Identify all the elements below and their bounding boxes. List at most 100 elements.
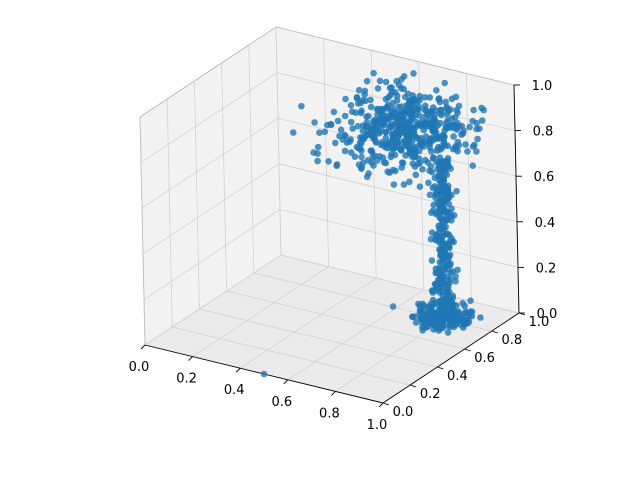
data-point <box>390 130 398 138</box>
data-point <box>399 159 407 167</box>
data-point <box>420 143 427 150</box>
data-point <box>405 101 413 109</box>
data-point <box>469 143 477 150</box>
data-point <box>375 116 383 124</box>
data-point <box>348 108 356 115</box>
data-point <box>425 179 432 187</box>
data-point <box>432 107 439 114</box>
data-point <box>416 92 424 100</box>
y-tick-label: 0.6 <box>474 351 495 366</box>
data-point <box>397 126 405 133</box>
data-point <box>403 132 410 139</box>
data-point <box>398 76 405 83</box>
data-point <box>452 114 459 121</box>
data-point <box>473 125 480 133</box>
data-point <box>367 103 375 111</box>
pane-top-edge <box>139 26 515 118</box>
data-point <box>418 315 425 323</box>
data-point <box>349 125 357 132</box>
data-point <box>441 299 448 306</box>
z-tick-label: 0.6 <box>534 170 555 185</box>
data-point <box>415 155 423 162</box>
data-point <box>382 95 390 103</box>
data-points <box>260 69 488 378</box>
data-point <box>360 134 367 142</box>
data-point <box>398 103 405 111</box>
data-point <box>445 107 452 115</box>
data-point <box>354 122 362 130</box>
data-point <box>428 148 435 155</box>
data-point <box>358 139 365 147</box>
data-point <box>403 124 411 131</box>
data-point <box>458 317 466 325</box>
data-point <box>370 131 377 139</box>
data-point <box>462 141 469 148</box>
data-point <box>432 324 440 332</box>
data-point <box>436 154 444 161</box>
data-point <box>423 312 430 320</box>
data-point <box>445 243 452 250</box>
data-point <box>451 318 459 326</box>
data-point <box>355 86 363 94</box>
data-point <box>438 143 445 150</box>
data-point <box>466 123 473 131</box>
data-point <box>382 159 390 167</box>
data-point <box>364 157 372 164</box>
z-tick-label: 0.2 <box>536 261 557 276</box>
data-point <box>442 215 449 223</box>
z-axis-line <box>513 84 520 314</box>
data-point <box>327 121 335 129</box>
data-point <box>367 96 374 104</box>
data-point <box>448 307 455 315</box>
x-tick-label: 0.4 <box>224 383 245 398</box>
data-point <box>429 289 437 296</box>
data-point <box>464 148 471 155</box>
data-point <box>379 112 387 119</box>
data-point <box>341 112 349 120</box>
data-point <box>434 186 441 193</box>
data-point <box>316 129 323 136</box>
data-point <box>478 104 485 112</box>
data-point <box>347 118 355 126</box>
data-point <box>374 85 382 92</box>
data-point <box>416 183 424 190</box>
z-tick-label: 0.4 <box>535 216 556 231</box>
data-point <box>407 148 414 156</box>
data-point <box>416 121 424 129</box>
data-point <box>386 124 393 132</box>
data-point <box>469 162 477 169</box>
data-point <box>428 303 436 310</box>
tick-labels: 0.00.20.40.60.81.00.00.20.40.60.81.00.00… <box>129 79 558 433</box>
data-point <box>448 298 455 306</box>
data-point <box>388 150 395 158</box>
data-point <box>428 257 436 264</box>
data-point <box>330 108 338 116</box>
data-point <box>438 278 446 286</box>
data-point <box>361 91 368 98</box>
data-point <box>438 133 446 140</box>
axis-panes <box>140 27 519 403</box>
data-point <box>409 92 417 99</box>
data-point <box>433 87 440 94</box>
y-tick-label: 1.0 <box>529 315 550 330</box>
z-tick-label: 1.0 <box>532 79 553 94</box>
data-point <box>426 135 434 143</box>
data-point <box>420 126 428 134</box>
data-point <box>424 159 432 166</box>
data-point <box>414 160 422 168</box>
y-tick-label: 0.2 <box>420 387 441 402</box>
data-point <box>437 271 444 279</box>
data-point <box>440 316 448 323</box>
data-point <box>341 147 349 155</box>
x-tick <box>235 367 241 373</box>
tick-marks <box>140 84 526 408</box>
data-point <box>404 118 412 126</box>
data-point <box>441 160 449 167</box>
data-point <box>380 141 387 148</box>
data-point <box>394 139 402 147</box>
data-point <box>359 122 367 129</box>
data-point <box>384 101 392 109</box>
data-point <box>444 266 452 273</box>
data-point <box>421 94 429 101</box>
data-point <box>441 79 449 87</box>
